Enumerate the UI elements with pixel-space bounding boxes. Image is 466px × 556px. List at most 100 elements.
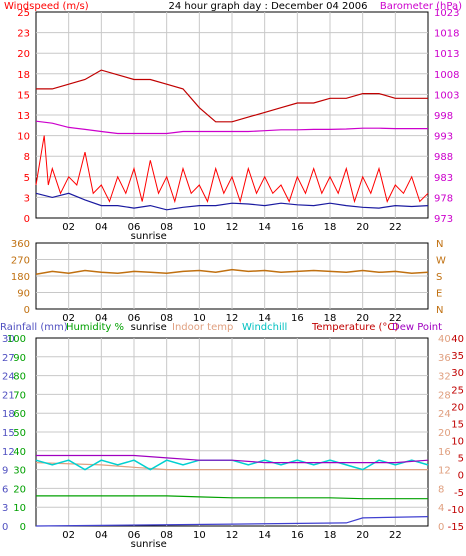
panel3-xtick: 04 [95, 530, 108, 541]
humidity-tick: 50 [13, 428, 26, 439]
panel3-xtick: 20 [356, 530, 369, 541]
windspeed-axis-label: Windspeed (m/s) [4, 1, 89, 12]
rain-tick: 6 [2, 484, 8, 495]
direction-compass-tick: S [436, 272, 442, 283]
legend-windchill: Windchill [242, 322, 287, 333]
humidity-tick: 90 [13, 353, 26, 364]
indoor-temp-tick: 4 [438, 503, 444, 514]
windspeed-tick: 10 [17, 132, 30, 143]
panel2-xtick: 12 [226, 313, 239, 324]
panel2-xtick: 04 [95, 313, 108, 324]
panel3-xtick: 18 [324, 530, 337, 541]
panel2-xtick: 22 [389, 313, 402, 324]
windspeed-tick: 20 [17, 49, 30, 60]
barometer-tick: 1023 [434, 8, 459, 19]
panel1-xtick: 20 [356, 222, 369, 233]
windspeed-tick: 15 [17, 90, 30, 101]
direction-compass-tick: E [436, 289, 442, 300]
rainfall-line [35, 516, 429, 527]
legend-dew-point: Dew Point [392, 322, 442, 333]
direction-degree-tick: 0 [24, 305, 30, 316]
direction-degree-tick: 90 [17, 289, 30, 300]
panel2-xtick: 02 [62, 313, 75, 324]
temperature-tick: 25 [451, 385, 464, 396]
panel1-xtick: 08 [160, 222, 173, 233]
panel1-xtick: 10 [193, 222, 206, 233]
humidity-tick: 80 [13, 372, 26, 383]
barometer-tick: 1008 [434, 70, 459, 81]
indoor-temp-tick: 32 [438, 372, 451, 383]
temperature-tick: 30 [451, 368, 464, 379]
panel1-xtick: 18 [324, 222, 337, 233]
legend-indoor-temp: Indoor temp [172, 322, 233, 333]
humidity-line [36, 495, 428, 500]
indoor-temp-tick: 24 [438, 409, 451, 420]
barometer-tick: 983 [434, 173, 453, 184]
rain-tick: 0 [2, 522, 8, 533]
panel1-xtick: 12 [226, 222, 239, 233]
temperature-tick: -5 [454, 488, 464, 499]
barometer-tick: 978 [434, 193, 453, 204]
barometer-tick: 973 [434, 214, 453, 225]
barometer-tick: 1003 [434, 90, 459, 101]
barometer-tick: 1013 [434, 49, 459, 60]
windspeed-tick: 0 [24, 214, 30, 225]
humidity-tick: 100 [7, 334, 26, 345]
panel3-xtick: 08 [160, 530, 173, 541]
panel3-xtick: 10 [193, 530, 206, 541]
humidity-tick: 30 [13, 466, 26, 477]
panel3-xtick: 06 [128, 530, 141, 541]
indoor-temp-tick: 40 [438, 334, 451, 345]
indoor-temp-tick: 16 [438, 447, 451, 458]
indoor-temp-tick: 0 [438, 522, 444, 533]
rain-tick: 9 [2, 466, 8, 477]
panel3-sunrise-label: sunrise [131, 539, 167, 550]
panel2-xtick: 08 [160, 313, 173, 324]
temperature-tick: 0 [458, 471, 464, 482]
temperature-tick: 35 [451, 351, 464, 362]
chart-title: 24 hour graph day : December 04 2006 [169, 1, 368, 12]
humidity-tick: 10 [13, 503, 26, 514]
humidity-tick: 40 [13, 447, 26, 458]
barometer-tick: 1018 [434, 29, 459, 40]
barometer-axis-label: Barometer (hPa) [380, 1, 462, 12]
panel1-xtick: 02 [62, 222, 75, 233]
direction-compass-tick: N [436, 305, 443, 316]
dew-point-line [36, 454, 429, 464]
temperature-tick: -10 [448, 505, 464, 516]
barometer-tick: 988 [434, 152, 453, 163]
legend-humidity: Humidity % [66, 322, 124, 333]
rain-tick: 3 [2, 503, 8, 514]
rain-tick: 30 [2, 334, 15, 345]
wind-direction-line [35, 268, 429, 275]
panel1-xtick: 22 [389, 222, 402, 233]
rain-tick: 15 [2, 428, 15, 439]
panel3-xtick: 14 [258, 530, 271, 541]
direction-degree-tick: 270 [11, 256, 30, 267]
windspeed-tick: 3 [24, 193, 30, 204]
legend-temperature-c: Temperature (°C) [311, 322, 398, 333]
panel2-xtick: 18 [324, 313, 337, 324]
humidity-tick: 20 [13, 484, 26, 495]
direction-compass-tick: W [436, 256, 446, 267]
panel3-xtick: 16 [291, 530, 304, 541]
indoor-temp-tick: 28 [438, 390, 451, 401]
panel1-xtick: 04 [95, 222, 108, 233]
indoor-temp-tick: 8 [438, 484, 444, 495]
temperature-tick: 20 [451, 402, 464, 413]
panel1-xtick: 16 [291, 222, 304, 233]
panel2-sunrise-label: sunrise [131, 322, 167, 333]
panel3-xtick: 02 [62, 530, 75, 541]
indoor-temp-line [35, 462, 428, 471]
temperature-tick: 10 [451, 437, 464, 448]
panel2-xtick: 20 [356, 313, 369, 324]
barometer-line [35, 120, 428, 135]
rain-tick: 24 [2, 372, 15, 383]
windspeed-tick: 5 [24, 173, 30, 184]
indoor-temp-tick: 12 [438, 466, 451, 477]
rain-tick: 27 [2, 353, 15, 364]
legend-rainfall-mm: Rainfall (mm) [0, 322, 68, 333]
rain-tick: 12 [2, 447, 15, 458]
indoor-temp-tick: 36 [438, 353, 451, 364]
